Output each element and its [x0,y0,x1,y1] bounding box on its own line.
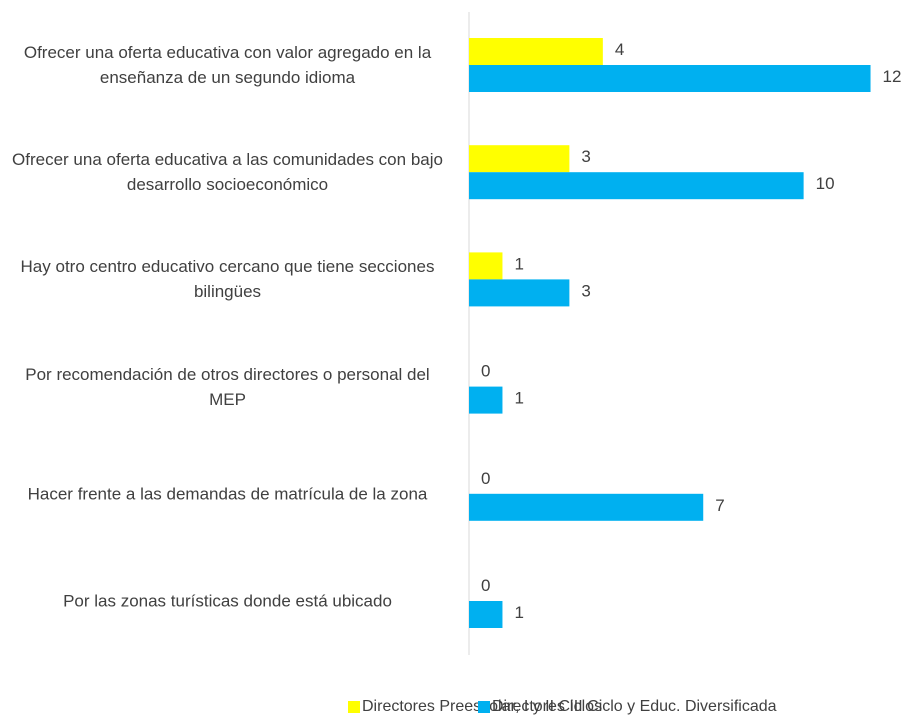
category-label: Hacer frente a las demandas de matrícula… [27,484,428,504]
bar [469,38,603,65]
data-label: 1 [514,254,523,273]
category-label: Ofrecer una oferta educativa con valor a… [23,43,432,87]
bar [469,493,704,521]
legend-swatch [478,701,490,713]
data-label: 3 [581,147,590,166]
data-label: 0 [481,469,490,488]
data-label: 0 [481,362,490,381]
legend-label: Directores III Ciclo y Educ. Diversifica… [492,698,777,715]
data-label: 10 [816,174,835,193]
data-label: 4 [615,40,624,59]
category-label: Por las zonas turísticas donde está ubic… [63,591,392,611]
data-label: 3 [581,281,590,300]
bar [469,65,871,92]
data-label: 12 [883,67,902,86]
bar [469,145,570,173]
data-label: 1 [514,389,523,408]
bar [469,386,503,414]
legend-swatch [348,701,360,713]
bar [469,279,570,307]
data-label: 1 [514,603,523,622]
data-label: 7 [715,496,724,515]
bar [469,172,804,200]
bar [469,601,503,628]
category-label: Ofrecer una oferta educativa a las comun… [12,150,443,195]
category-label: Hay otro centro educativo cercano que ti… [20,257,435,302]
bar [469,252,503,280]
data-label: 0 [481,576,490,595]
category-label: Por recomendación de otros directores o … [25,364,430,409]
